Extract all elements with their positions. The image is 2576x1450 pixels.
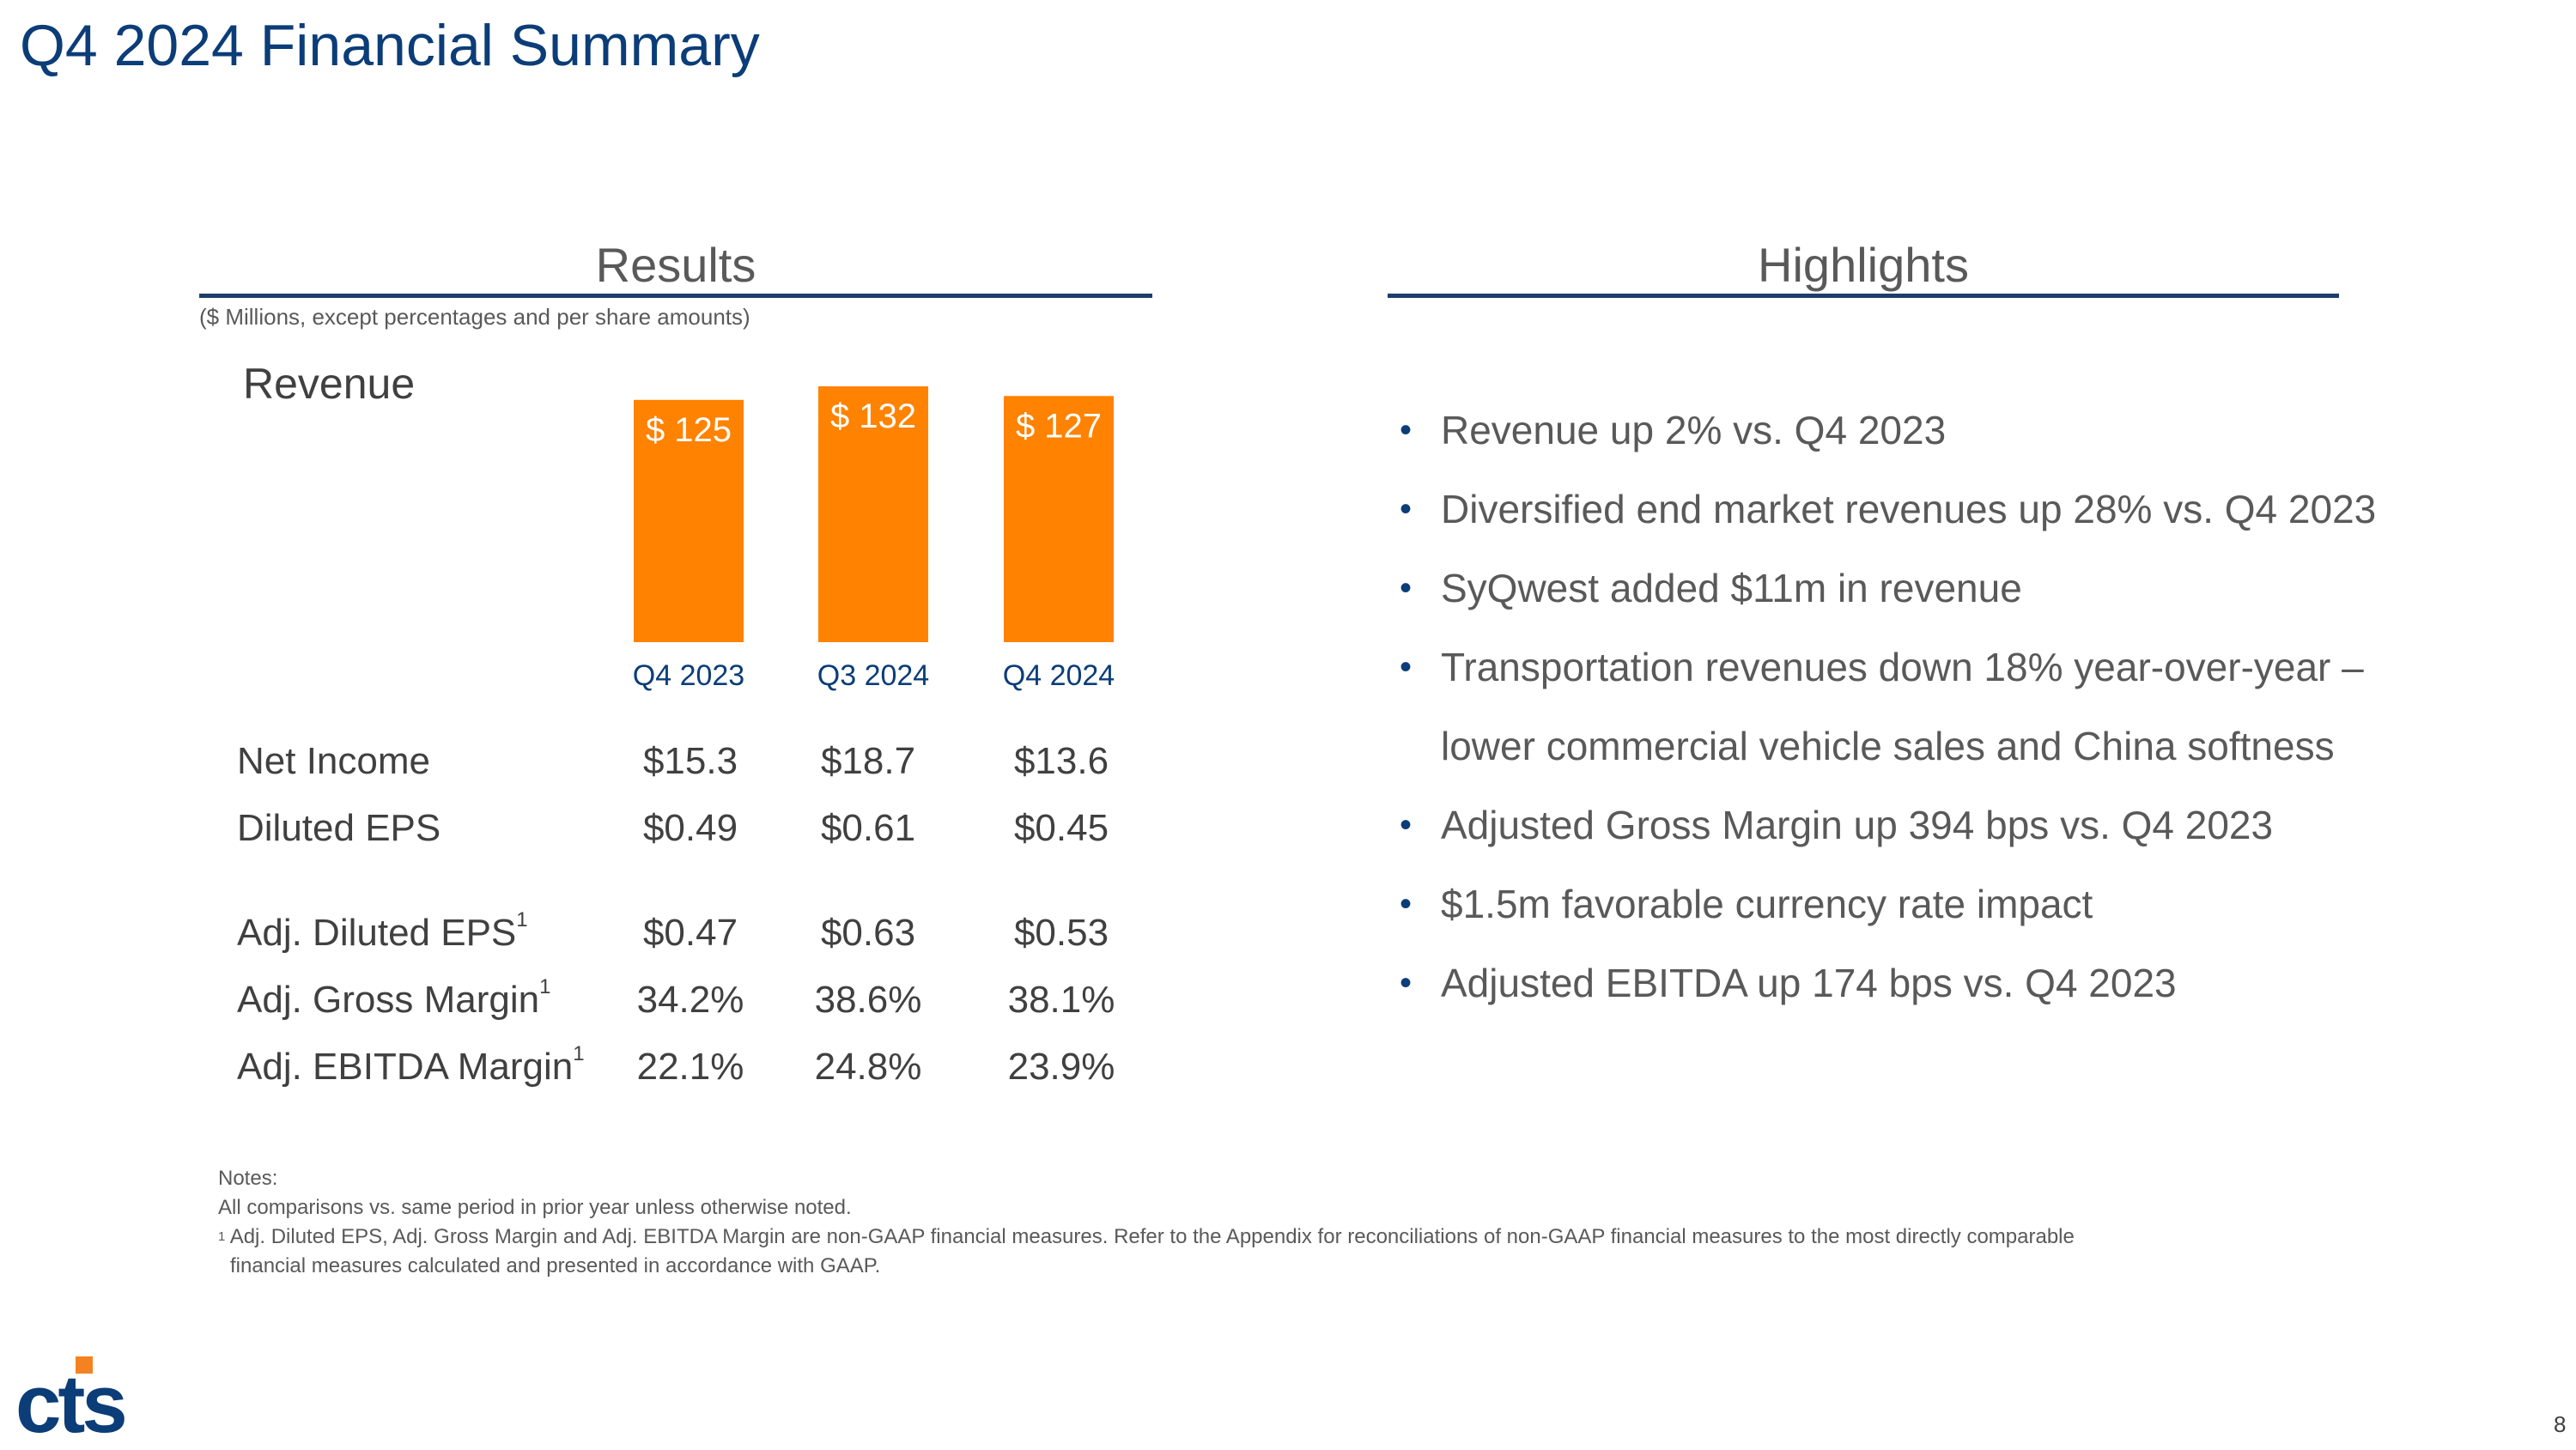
notes-line-3: financial measures calculated and presen… bbox=[230, 1254, 881, 1277]
metric-value: $13.6 bbox=[1013, 740, 1109, 782]
highlight-item: Adjusted EBITDA up 174 bps vs. Q4 2023 bbox=[1400, 943, 2430, 1022]
metric-label-text: Adj. Gross Margin bbox=[237, 979, 540, 1021]
metric-value: 22.1% bbox=[636, 1046, 744, 1088]
revenue-data-label: $ 127 bbox=[1016, 407, 1102, 445]
notes-line-1: All comparisons vs. same period in prior… bbox=[218, 1196, 852, 1219]
metric-value: 38.6% bbox=[814, 979, 922, 1021]
metric-value: 24.8% bbox=[814, 1046, 922, 1088]
highlight-item: Diversified end market revenues up 28% v… bbox=[1400, 470, 2430, 549]
results-heading: Results bbox=[595, 238, 756, 292]
metric-value: 23.9% bbox=[1007, 1046, 1115, 1088]
highlights-divider bbox=[1388, 294, 2339, 298]
highlights-heading: Highlights bbox=[1758, 238, 1969, 292]
metric-label-text: Net Income bbox=[237, 740, 430, 782]
highlight-item: Transportation revenues down 18% year-ov… bbox=[1400, 628, 2430, 786]
metric-value: 38.1% bbox=[1007, 979, 1115, 1021]
category-label: Q3 2024 bbox=[817, 659, 929, 692]
logo-accent-square bbox=[76, 1356, 93, 1374]
cts-logo: cts bbox=[15, 1358, 128, 1450]
metric-value: $0.53 bbox=[1013, 912, 1109, 954]
metric-label: Net Income bbox=[237, 740, 430, 783]
metric-label: Diluted EPS bbox=[237, 807, 440, 850]
units-note: ($ Millions, except percentages and per … bbox=[199, 304, 750, 330]
metric-label-text: Adj. Diluted EPS bbox=[237, 912, 517, 954]
revenue-bar bbox=[818, 386, 928, 642]
metric-value: $0.49 bbox=[642, 807, 738, 849]
notes-line-2: 1 Adj. Diluted EPS, Adj. Gross Margin an… bbox=[218, 1222, 2279, 1252]
metric-label-text: Adj. EBITDA Margin bbox=[237, 1046, 574, 1088]
category-label: Q4 2024 bbox=[1003, 659, 1115, 692]
notes-line-2-text: Adj. Diluted EPS, Adj. Gross Margin and … bbox=[229, 1225, 2075, 1248]
notes: Notes: All comparisons vs. same period i… bbox=[218, 1164, 2279, 1281]
revenue-label: Revenue bbox=[243, 360, 416, 408]
metric-label: Adj. EBITDA Margin1 bbox=[237, 1042, 585, 1089]
revenue-data-label: $ 132 bbox=[830, 397, 916, 435]
notes-heading: Notes: bbox=[218, 1167, 278, 1190]
footnote-marker: 1 bbox=[573, 1042, 585, 1065]
highlight-item: $1.5m favorable currency rate impact bbox=[1400, 865, 2430, 943]
highlight-item: SyQwest added $11m in revenue bbox=[1400, 549, 2430, 628]
metric-label: Adj. Diluted EPS1 bbox=[237, 908, 528, 955]
highlight-item: Revenue up 2% vs. Q4 2023 bbox=[1400, 391, 2430, 470]
metric-value: $0.47 bbox=[642, 912, 738, 954]
metric-value: $0.45 bbox=[1013, 807, 1109, 849]
highlights-list: Revenue up 2% vs. Q4 2023Diversified end… bbox=[1400, 391, 2430, 1022]
footnote-marker: 1 bbox=[218, 1229, 226, 1244]
footnote-marker: 1 bbox=[539, 975, 551, 998]
page-title: Q4 2024 Financial Summary bbox=[20, 13, 760, 78]
metric-value: $0.63 bbox=[820, 912, 916, 954]
highlight-item: Adjusted Gross Margin up 394 bps vs. Q4 … bbox=[1400, 786, 2430, 865]
metric-label-text: Diluted EPS bbox=[237, 807, 441, 849]
page-number: 8 bbox=[2554, 1411, 2567, 1437]
results-divider bbox=[199, 294, 1152, 298]
revenue-bar bbox=[1004, 396, 1114, 642]
revenue-data-label: $ 125 bbox=[646, 411, 732, 449]
metric-value: $18.7 bbox=[820, 740, 916, 782]
revenue-bar bbox=[634, 399, 744, 642]
category-label: Q4 2023 bbox=[633, 659, 744, 692]
footnote-marker: 1 bbox=[516, 908, 528, 931]
metric-value: $0.61 bbox=[820, 807, 916, 849]
revenue-bar-chart: $ 125 Q4 2023 $ 132 Q3 2024 $ 127 Q4 2024 bbox=[633, 386, 1115, 692]
metric-label: Adj. Gross Margin1 bbox=[237, 975, 550, 1022]
metric-value: 34.2% bbox=[636, 979, 744, 1021]
metric-value: $15.3 bbox=[642, 740, 738, 782]
